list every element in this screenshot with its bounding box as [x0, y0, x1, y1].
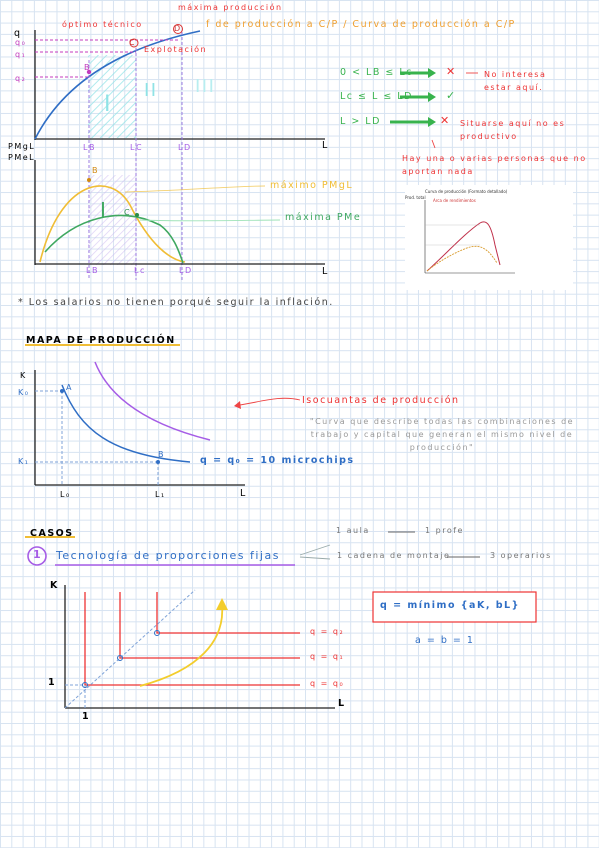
point-d-label: D [174, 24, 182, 33]
maxima-produccion-label: máxima producción [178, 3, 283, 12]
lb-label: LB [83, 143, 96, 152]
isoquant-q0-label: q = q₀ [310, 679, 345, 688]
total-production-curve [34, 30, 201, 140]
lower-l-label: L [322, 266, 329, 277]
inflation-footnote: * Los salarios no tienen porqué seguir l… [18, 297, 334, 308]
formula-text: q = mínimo {aK, bL} [380, 600, 520, 611]
embedded-chart-title: Curva de producción (Formato detallado) [425, 189, 508, 194]
optimo-tecnico-label: óptimo técnico [62, 20, 143, 29]
section2-title: MAPA DE PRODUCCIÓN [26, 335, 176, 346]
condition-2-mark: ✓ [446, 89, 457, 102]
iso-l-label: L [240, 488, 247, 499]
isocuanta-title: Isocuantas de producción [302, 395, 460, 406]
embedded-production-chart: Curva de producción (Formato detallado) … [405, 185, 573, 290]
zone-iii-label: III [195, 76, 216, 97]
iso-l1-label: L₁ [155, 490, 166, 499]
zone-i-label: I [104, 92, 112, 117]
zone-ii-label: II [144, 80, 158, 101]
lower-point-b-label: B [92, 166, 99, 175]
upper-l-label: L [322, 140, 329, 151]
lc-label: LC [130, 143, 144, 152]
iso-point-a: A [66, 383, 73, 392]
zone-I-hatch [88, 55, 136, 138]
point-c-label: C [129, 38, 137, 47]
coefficients-text: a = b = 1 [415, 635, 475, 646]
isoquant-q2-label: q = q₂ [310, 627, 345, 636]
condition-1-note: No interesa estar aquí. [484, 70, 547, 92]
lower-zone-hatch [88, 175, 136, 265]
section3-title: CASOS [30, 528, 74, 539]
example-1-right: 1 profe [425, 526, 464, 535]
fixed-one-y: 1 [48, 677, 57, 688]
condition-3-mark: ✕ [440, 114, 451, 127]
isoquant-q1-label: q = q₁ [310, 652, 345, 661]
condition-1-text: 0 < LB ≤ Lc [340, 67, 413, 78]
case-number: 1 [33, 548, 43, 561]
iso-k1-label: K₁ [18, 457, 30, 466]
section1-title: f de producción a C/P / Curva de producc… [206, 19, 516, 30]
iso-point-b: B [158, 450, 165, 459]
annotation-note: Hay una o varias personas que no aportan… [402, 154, 587, 176]
isoquant-q0 [61, 384, 191, 463]
pmgl-curve [39, 185, 186, 263]
maxima-pme-label: máxima PMe [285, 212, 362, 223]
isocuanta-definition: "Curva que describe todas las combinacio… [309, 417, 575, 452]
upper-q-label: q [14, 28, 22, 39]
example-2-left: 1 cadena de montaje [337, 551, 451, 560]
fixed-one-x: 1 [82, 711, 91, 722]
lower-lb-label: LB [86, 266, 99, 275]
pmgl-label: PMgL [8, 142, 36, 151]
lower-lc-label: Lc [134, 266, 146, 275]
pmel-label: PMeL [8, 153, 36, 162]
condition-2-text: Lc ≤ L ≤ LD [340, 91, 413, 102]
case-title: Tecnología de proporciones fijas [56, 549, 280, 562]
iso-k0-label: K₀ [18, 388, 30, 397]
q0-label: q₀ [15, 38, 27, 47]
iso-l0-label: L₀ [60, 490, 71, 499]
condition-1-mark: ✕ [446, 65, 457, 78]
embedded-chart-subtitle: Arca de rendimientos [433, 198, 476, 203]
condition-3-note: Situarse aquí no es productivo [460, 119, 566, 141]
embedded-chart-ylabel: Prod. total [405, 195, 426, 200]
lower-zone-i-label: I [100, 198, 108, 222]
ld-label: LD [178, 143, 192, 152]
formula-box [372, 591, 537, 623]
maximo-pmgl-label: máximo PMgL [270, 180, 354, 191]
point-b-label: B [84, 63, 91, 72]
q2-label: q₂ [15, 74, 27, 83]
fixed-k-label: K [50, 580, 59, 591]
fixed-l-label: L [338, 698, 346, 709]
example-2-right: 3 operarios [490, 551, 552, 560]
iso-k-label: K [20, 371, 27, 380]
lower-ld-label: LD [179, 266, 193, 275]
lower-point-c-label: C [124, 208, 132, 217]
condition-3-text: L > LD [340, 116, 381, 127]
explotacion-label: Explotación [144, 45, 208, 54]
isoquant-higher [94, 361, 211, 441]
example-1-left: 1 aula [336, 526, 370, 535]
isoquant-curve-label: q = q₀ = 10 microchips [200, 455, 355, 466]
q1-label: q₁ [15, 50, 27, 59]
